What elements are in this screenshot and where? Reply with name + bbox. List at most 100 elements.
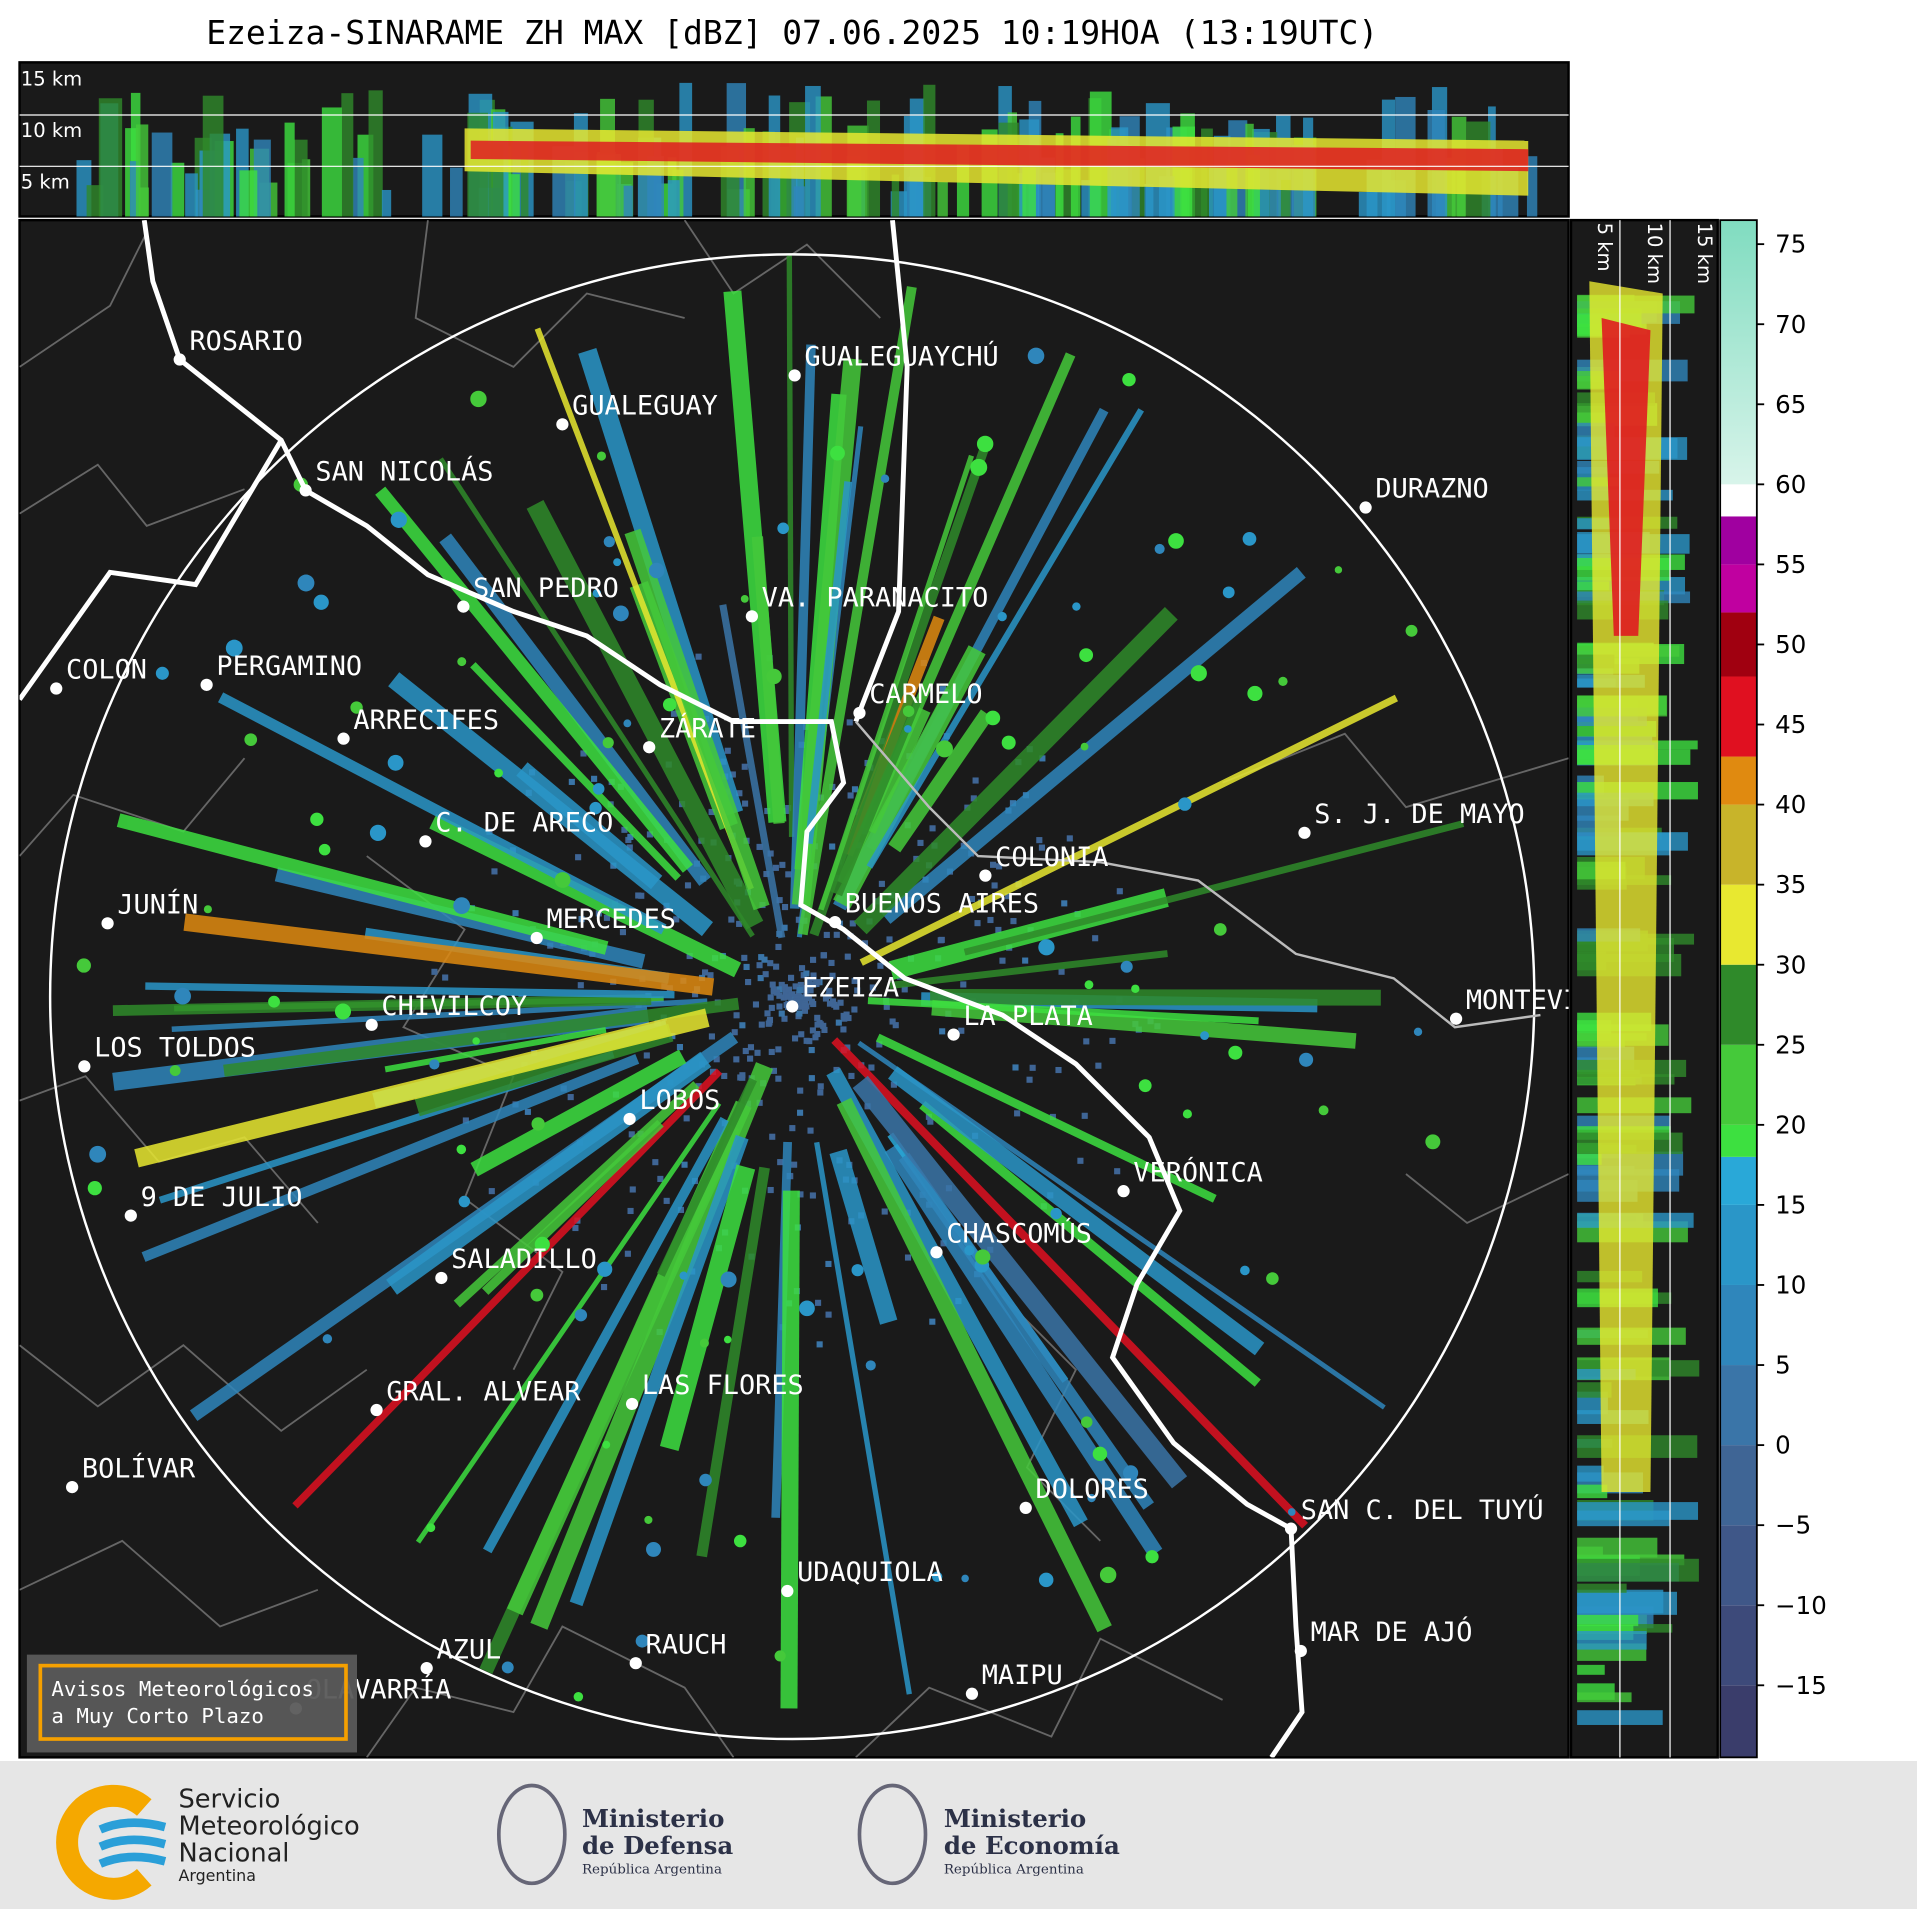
place-label: ZÁRATE — [659, 712, 756, 744]
echo — [1123, 1465, 1139, 1481]
echo — [774, 989, 781, 996]
echo — [573, 1692, 584, 1702]
echo — [851, 977, 858, 984]
echo — [808, 1075, 815, 1082]
echo — [568, 778, 575, 785]
echo — [798, 1031, 805, 1038]
echo — [814, 1030, 821, 1038]
echo-ray — [470, 1049, 687, 1177]
echo — [318, 843, 331, 856]
place-dot — [965, 1687, 979, 1700]
echo-ray — [439, 533, 711, 886]
place-label: CHASCOMÚS — [946, 1217, 1092, 1249]
echo — [350, 701, 363, 714]
echo — [572, 1224, 579, 1232]
colorbar-tick-label: 5 — [1775, 1351, 1791, 1380]
colorbar-tick-label: 15 — [1775, 1190, 1806, 1219]
echo — [990, 861, 997, 868]
echo — [643, 1052, 650, 1059]
echo — [762, 971, 769, 978]
echo — [733, 1056, 740, 1063]
place-label: AZUL — [436, 1634, 501, 1665]
echo — [849, 920, 856, 927]
place-label: DOLORES — [1036, 1474, 1149, 1505]
height-label: 15 km — [21, 68, 82, 91]
echo-ray — [483, 1116, 730, 1554]
echo — [779, 861, 786, 868]
echo — [297, 574, 315, 592]
echo — [310, 812, 324, 826]
echo — [876, 1041, 883, 1048]
echo — [1055, 1066, 1062, 1074]
echo — [1226, 162, 1238, 217]
echo — [1178, 797, 1192, 811]
echo — [937, 181, 948, 217]
echo — [1029, 1064, 1036, 1071]
echo — [797, 1087, 804, 1094]
echo-ray — [826, 693, 923, 897]
place-dot — [781, 1584, 794, 1598]
echo — [851, 786, 859, 793]
echo — [1005, 893, 1012, 900]
echo-ray — [898, 1152, 1154, 1510]
echo — [799, 1300, 815, 1317]
echo-ray — [719, 604, 786, 939]
echo — [781, 984, 788, 991]
echo — [486, 828, 493, 835]
echo — [745, 978, 752, 986]
height-label: 10 km — [21, 119, 82, 142]
colorbar-tick-label: 30 — [1775, 950, 1806, 979]
colorbar-tick-label: 25 — [1775, 1030, 1806, 1059]
echo — [829, 843, 836, 850]
place-dot — [370, 1403, 383, 1417]
echo — [822, 995, 830, 1002]
place-dot — [299, 484, 312, 497]
echo — [892, 1022, 899, 1029]
echo — [886, 936, 893, 943]
echo — [844, 1044, 851, 1051]
echo — [531, 1117, 545, 1131]
map: ROSARIO GUALEGUAYCHÚ GUALEGUAY SAN NICOLÁS D… — [18, 218, 1570, 1759]
place-label: 9 DE JULIO — [141, 1182, 303, 1213]
echo — [578, 916, 585, 923]
echo — [820, 1022, 827, 1029]
echo — [1022, 957, 1029, 964]
echo — [904, 1254, 912, 1261]
echo — [458, 1195, 471, 1208]
echo — [130, 92, 141, 217]
notice-text: a Muy Corto Plazo — [51, 1704, 264, 1728]
echo-ray — [859, 694, 1398, 966]
echo — [174, 987, 192, 1005]
echo — [805, 978, 812, 985]
echo — [797, 1109, 804, 1116]
echo — [788, 991, 796, 998]
echo — [808, 998, 816, 1005]
echo — [960, 981, 967, 988]
echo — [851, 1006, 858, 1013]
coat-of-arms — [496, 1783, 567, 1886]
echo — [1526, 156, 1538, 217]
echo — [976, 435, 994, 453]
echo-ray — [217, 692, 667, 935]
echo — [929, 1318, 936, 1325]
echo — [602, 737, 614, 749]
echo-ray — [963, 820, 1465, 956]
logo-text: Meteorológico — [178, 1811, 359, 1841]
echo — [1087, 1493, 1096, 1503]
place-label: BUENOS AIRES — [845, 888, 1039, 919]
echo — [793, 186, 806, 217]
echo — [695, 653, 702, 660]
place-dot — [629, 1657, 642, 1670]
echo — [692, 991, 699, 998]
echo — [1009, 800, 1016, 807]
echo — [770, 1067, 778, 1074]
echo — [806, 983, 813, 990]
echo — [877, 962, 884, 969]
echo — [683, 1115, 690, 1122]
echo — [470, 390, 487, 408]
echo-ray — [889, 950, 1168, 989]
colorbar-tick-label: 10 — [1775, 1271, 1806, 1300]
echo — [524, 1108, 531, 1115]
echo — [1278, 676, 1288, 687]
echo-ray — [696, 1166, 770, 1558]
